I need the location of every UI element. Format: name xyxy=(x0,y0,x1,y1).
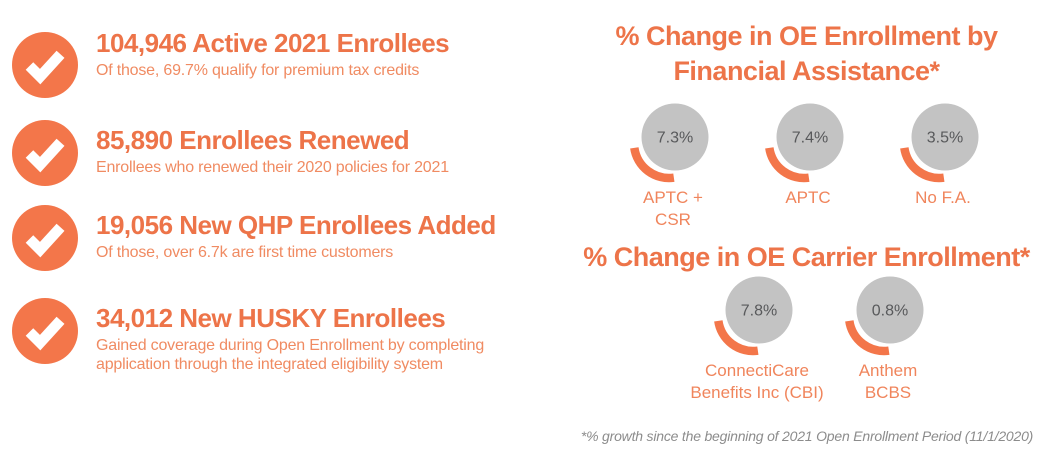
gauge-arc xyxy=(845,320,890,356)
growth-footnote: *% growth since the beginning of 2021 Op… xyxy=(580,428,1034,444)
gauge-value: 0.8% xyxy=(872,303,908,320)
stat-title: 85,890 Enrollees Renewed xyxy=(96,125,410,155)
gauge-chart: 7.8% xyxy=(714,276,793,356)
gauge-value: 7.3% xyxy=(657,130,693,147)
gauge-label: ConnectiCare Benefits Inc (CBI) xyxy=(690,361,824,403)
gauge-anthem-bcbs: 0.8% Anthem BCBS xyxy=(808,266,968,405)
carrier-chart-title: % Change in OE Carrier Enrollment* xyxy=(583,242,1030,272)
gauge-circle xyxy=(911,103,979,171)
checkmark-icon xyxy=(12,120,78,186)
gauge-chart: 3.5% xyxy=(900,103,979,183)
gauge-value: 3.5% xyxy=(927,130,963,147)
gauge-circle xyxy=(856,276,924,344)
checkmark-icon xyxy=(12,32,78,98)
gauge-arc xyxy=(714,320,759,356)
gauge-chart: 7.3% xyxy=(630,103,709,183)
gauge-arc xyxy=(900,147,945,183)
gauge-arc xyxy=(630,147,675,183)
gauge-value: 7.4% xyxy=(792,130,828,147)
gauge-connecticare: 7.8% ConnectiCare Benefits Inc (CBI) xyxy=(677,266,837,405)
stat-subtitle: Enrollees who renewed their 2020 policie… xyxy=(96,159,449,176)
stat-subtitle: Gained coverage during Open Enrollment b… xyxy=(96,337,485,373)
gauge-label: APTC + CSR xyxy=(643,188,703,230)
stat-title: 104,946 Active 2021 Enrollees xyxy=(96,28,450,58)
gauge-circle xyxy=(641,103,709,171)
gauge-aptc: 7.4% APTC xyxy=(728,93,888,209)
stat-subtitle: Of those, over 6.7k are first time custo… xyxy=(96,244,394,261)
gauge-aptc-csr: 7.3% APTC + CSR xyxy=(593,93,753,232)
stat-subtitle: Of those, 69.7% qualify for premium tax … xyxy=(96,62,420,79)
checkmark-icon xyxy=(12,205,78,271)
checkmark-icon xyxy=(12,298,78,364)
gauge-value: 7.8% xyxy=(741,303,777,320)
gauge-label: No F.A. xyxy=(915,188,971,207)
stat-title: 34,012 New HUSKY Enrollees xyxy=(96,303,446,333)
gauge-label: APTC xyxy=(785,188,831,207)
gauge-chart: 0.8% xyxy=(845,276,924,356)
gauge-no-fa: 3.5% No F.A. xyxy=(863,93,1023,209)
financial-assistance-chart-title: % Change in OE Enrollment by Financial A… xyxy=(615,21,998,87)
gauge-label: Anthem BCBS xyxy=(858,361,918,403)
gauge-arc xyxy=(765,147,810,183)
stat-title: 19,056 New QHP Enrollees Added xyxy=(96,210,496,240)
gauge-circle xyxy=(776,103,844,171)
gauge-circle xyxy=(725,276,793,344)
gauge-chart: 7.4% xyxy=(765,103,844,183)
